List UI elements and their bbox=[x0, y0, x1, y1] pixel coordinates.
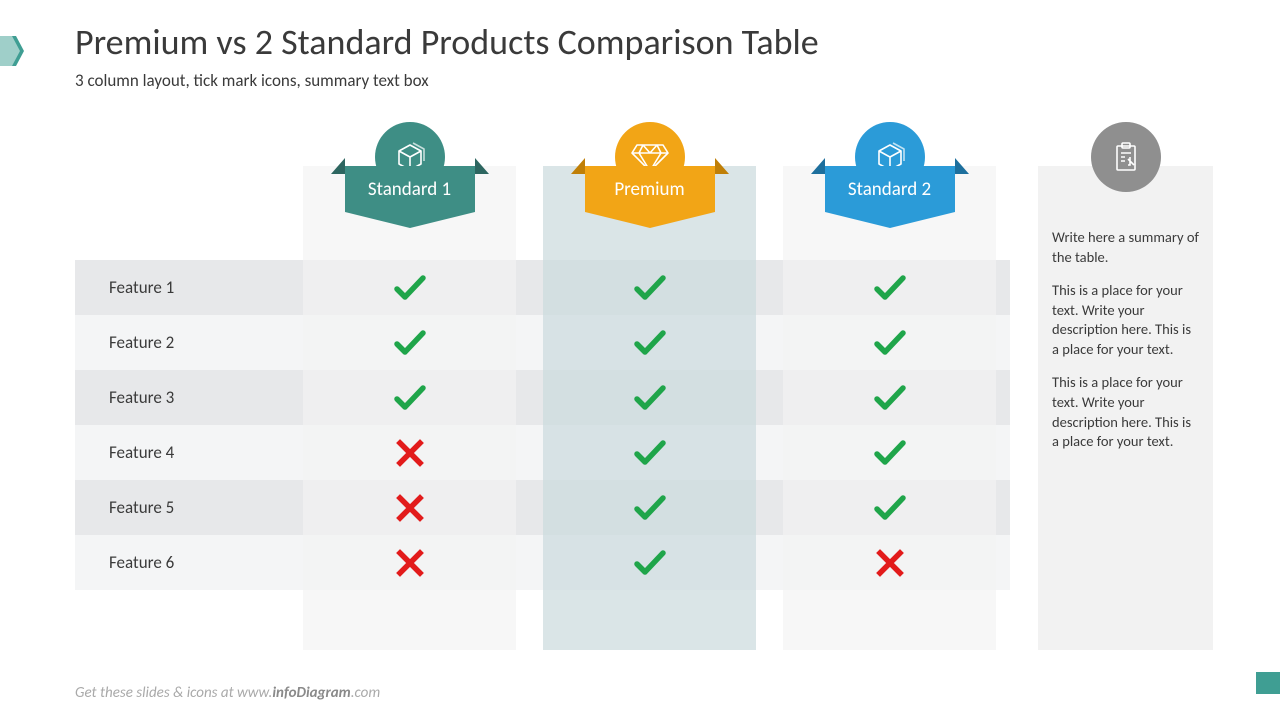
feature-label: Feature 6 bbox=[109, 535, 174, 590]
column-header: Premium bbox=[575, 166, 725, 228]
check-icon bbox=[783, 425, 996, 480]
cross-icon bbox=[303, 535, 516, 590]
check-icon bbox=[783, 480, 996, 535]
product-column: Premium bbox=[543, 150, 756, 650]
check-icon bbox=[783, 370, 996, 425]
check-icon bbox=[543, 315, 756, 370]
feature-label: Feature 3 bbox=[109, 370, 174, 425]
product-column: Standard 2 bbox=[783, 150, 996, 650]
subtitle: 3 column layout, tick mark icons, summar… bbox=[75, 70, 429, 91]
slide: Premium vs 2 Standard Products Compariso… bbox=[0, 0, 1280, 720]
feature-label: Feature 4 bbox=[109, 425, 174, 480]
check-icon bbox=[543, 480, 756, 535]
left-tab-icon bbox=[0, 36, 24, 66]
title: Premium vs 2 Standard Products Compariso… bbox=[75, 20, 819, 64]
check-icon bbox=[543, 260, 756, 315]
check-icon bbox=[303, 315, 516, 370]
cross-icon bbox=[303, 425, 516, 480]
check-icon bbox=[303, 260, 516, 315]
column-label: Standard 1 bbox=[345, 166, 475, 212]
column-label: Premium bbox=[585, 166, 715, 212]
comparison-table: Standard 1PremiumStandard 2Feature 1Feat… bbox=[75, 150, 1010, 650]
column-header: Standard 1 bbox=[335, 166, 485, 228]
check-icon bbox=[543, 535, 756, 590]
check-icon bbox=[543, 425, 756, 480]
feature-label: Feature 1 bbox=[109, 260, 174, 315]
summary-p1: Write here a summary of the table. bbox=[1052, 228, 1199, 267]
feature-label: Feature 2 bbox=[109, 315, 174, 370]
check-icon bbox=[783, 260, 996, 315]
product-column: Standard 1 bbox=[303, 150, 516, 650]
check-icon bbox=[303, 370, 516, 425]
column-header: Standard 2 bbox=[815, 166, 965, 228]
summary-icon bbox=[1091, 122, 1161, 192]
column-label: Standard 2 bbox=[825, 166, 955, 212]
cross-icon bbox=[303, 480, 516, 535]
summary-p2: This is a place for your text. Write you… bbox=[1052, 281, 1199, 359]
cross-icon bbox=[783, 535, 996, 590]
right-accent bbox=[1256, 672, 1280, 694]
footer: Get these slides & icons at www.infoDiag… bbox=[75, 684, 380, 702]
summary-text: Write here a summary of the table. This … bbox=[1052, 228, 1199, 466]
check-icon bbox=[543, 370, 756, 425]
summary-p3: This is a place for your text. Write you… bbox=[1052, 373, 1199, 451]
feature-label: Feature 5 bbox=[109, 480, 174, 535]
check-icon bbox=[783, 315, 996, 370]
summary-panel: Write here a summary of the table. This … bbox=[1038, 150, 1213, 650]
